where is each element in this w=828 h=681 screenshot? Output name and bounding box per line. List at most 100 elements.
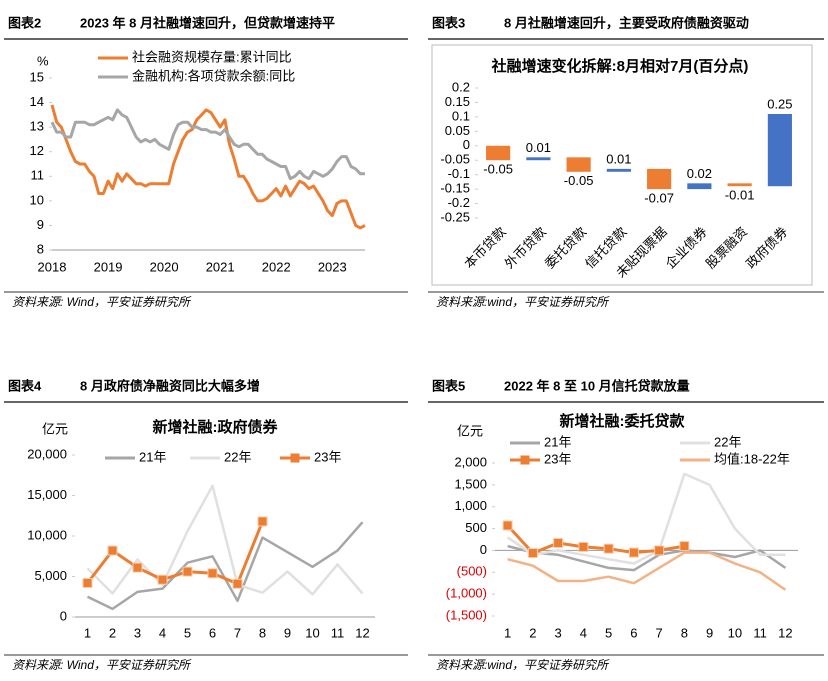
x-tick-label: 6 — [630, 625, 637, 640]
waterfall-bar — [727, 183, 752, 187]
y-tick-label: 500 — [465, 520, 487, 535]
y-tick-label: -0.15 — [440, 181, 470, 196]
waterfall-bar — [767, 114, 792, 187]
legend-marker — [290, 453, 300, 463]
waterfall-bar — [526, 157, 551, 161]
x-tick-label: 10 — [305, 625, 319, 640]
x-tick-label: 12 — [778, 625, 792, 640]
point-marker — [257, 516, 268, 527]
legend-label: 21年 — [544, 434, 571, 449]
x-tick-label: 企业债券 — [663, 224, 710, 271]
series-line — [50, 104, 366, 230]
x-tick-label: 8 — [681, 625, 688, 640]
x-tick-label: 3 — [555, 625, 562, 640]
legend-label: 22年 — [224, 449, 251, 464]
series-line — [507, 551, 787, 591]
y-tick-label: -0.2 — [448, 195, 470, 210]
source-note: 资料来源:wind，平安证券研究所 — [436, 295, 610, 309]
point-marker — [107, 545, 118, 556]
data-label: -0.05 — [564, 173, 594, 188]
x-tick-label: 5 — [605, 625, 612, 640]
waterfall-bar — [566, 157, 591, 172]
waterfall-bar — [687, 183, 712, 190]
y-tick-label: 8 — [37, 241, 44, 256]
x-tick-label: 2021 — [206, 259, 235, 274]
y-tick-label: 14 — [30, 94, 44, 109]
y-tick-label: 20,000 — [27, 446, 67, 461]
y-tick-label: 10,000 — [27, 527, 67, 542]
waterfall-bar — [647, 168, 672, 190]
y-tick-label: 15,000 — [27, 487, 67, 502]
legend-label: 21年 — [139, 449, 166, 464]
figure-heading: 2022 年 8 至 10 月信托贷款放量 — [504, 378, 690, 393]
figure-heading: 8 月政府债净融资同比大幅多增 — [80, 378, 260, 393]
x-tick-label: 1 — [84, 625, 91, 640]
x-tick-label: 外币贷款 — [502, 224, 549, 271]
y-tick-label: -0.05 — [440, 152, 470, 167]
x-tick-label: 委托贷款 — [542, 224, 589, 271]
x-tick-label: 2022 — [262, 259, 291, 274]
data-label: 0.01 — [526, 140, 551, 155]
point-marker — [527, 548, 538, 559]
x-tick-label: 8 — [259, 625, 266, 640]
y-tick-label: 5,000 — [34, 568, 67, 583]
x-tick-label: 12 — [355, 625, 369, 640]
point-marker — [628, 547, 639, 558]
figure-heading: 2023 年 8 月社融增速回升，但贷款增速持平 — [80, 15, 335, 30]
series-line — [50, 108, 365, 181]
waterfall-bar — [486, 145, 511, 161]
figure-label: 图表3 — [432, 15, 465, 30]
data-label: -0.05 — [483, 162, 513, 177]
x-tick-label: 7 — [234, 625, 241, 640]
x-tick-label: 4 — [580, 625, 587, 640]
chart-title: 新增社融:委托贷款 — [560, 412, 686, 430]
legend-label: 社会融资规模存量:累计同比 — [132, 49, 292, 64]
point-marker — [207, 568, 218, 579]
y-tick-label: 10 — [30, 192, 44, 207]
x-tick-label: 2023 — [318, 259, 347, 274]
y-tick-label: (500) — [457, 564, 487, 579]
series-line — [506, 472, 786, 565]
point-marker — [232, 578, 243, 589]
y-tick-label: 15 — [30, 69, 44, 84]
y-unit: % — [37, 53, 49, 68]
source-note: 资料来源: Wind，平安证券研究所 — [12, 295, 192, 309]
x-tick-label: 1 — [504, 625, 511, 640]
x-tick-label: 2 — [109, 625, 116, 640]
x-tick-label: 3 — [134, 625, 141, 640]
x-tick-label: 9 — [706, 625, 713, 640]
legend-label: 23年 — [314, 449, 341, 464]
y-unit: 亿元 — [42, 421, 68, 436]
chart-title: 社融增速变化拆解:8月相对7月(百分点) — [491, 57, 749, 75]
y-tick-label: 2,000 — [454, 454, 487, 469]
x-tick-label: 11 — [331, 625, 345, 640]
y-tick-label: 0.05 — [445, 123, 470, 138]
y-tick-label: 0 — [463, 137, 470, 152]
point-marker — [157, 574, 168, 585]
y-tick-label: 0.2 — [452, 79, 470, 94]
data-label: 0.02 — [687, 166, 712, 181]
figure-label: 图表4 — [8, 378, 42, 393]
source-note: 资料来源:wind，平安证券研究所 — [436, 658, 610, 672]
waterfall-bar — [606, 168, 631, 172]
data-label: 0.01 — [606, 151, 631, 166]
data-label: -0.07 — [644, 191, 674, 206]
x-tick-label: 2019 — [94, 259, 123, 274]
point-marker — [82, 577, 93, 588]
point-marker — [502, 520, 513, 531]
x-tick-label: 2018 — [38, 259, 67, 274]
data-label: -0.01 — [725, 188, 755, 203]
x-tick-label: 2 — [529, 625, 536, 640]
y-tick-label: 1,500 — [454, 476, 487, 491]
point-marker — [603, 543, 614, 554]
point-marker — [578, 541, 589, 552]
legend-label: 23年 — [544, 451, 571, 466]
x-tick-label: 6 — [209, 625, 216, 640]
y-tick-label: 11 — [31, 168, 45, 183]
source-note: 资料来源: Wind，平安证券研究所 — [12, 658, 192, 672]
legend-label: 22年 — [714, 434, 741, 449]
x-tick-label: 本币贷款 — [461, 224, 508, 271]
y-tick-label: 13 — [30, 119, 44, 134]
series-line — [507, 544, 787, 572]
